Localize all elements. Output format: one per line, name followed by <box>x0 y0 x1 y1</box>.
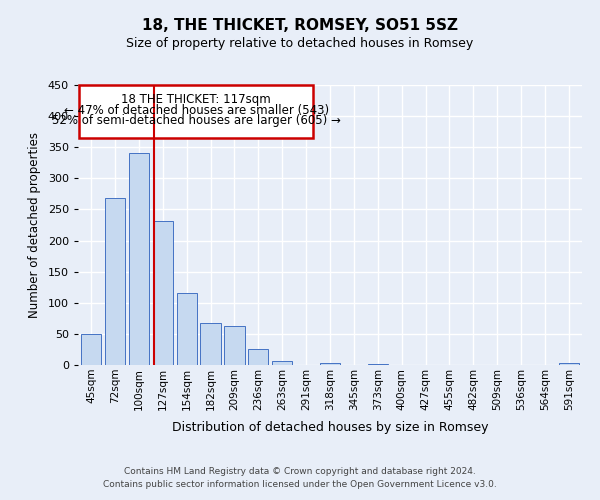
Bar <box>224 326 245 365</box>
Bar <box>559 363 579 365</box>
Bar <box>248 350 268 365</box>
Bar <box>81 334 101 365</box>
Text: Contains public sector information licensed under the Open Government Licence v3: Contains public sector information licen… <box>103 480 497 489</box>
Bar <box>105 198 125 365</box>
Bar <box>320 363 340 365</box>
Text: 52% of semi-detached houses are larger (605) →: 52% of semi-detached houses are larger (… <box>52 114 341 127</box>
Text: Size of property relative to detached houses in Romsey: Size of property relative to detached ho… <box>127 38 473 51</box>
Bar <box>272 360 292 365</box>
Text: ← 47% of detached houses are smaller (543): ← 47% of detached houses are smaller (54… <box>64 104 329 117</box>
Bar <box>152 220 173 365</box>
X-axis label: Distribution of detached houses by size in Romsey: Distribution of detached houses by size … <box>172 421 488 434</box>
Bar <box>200 322 221 365</box>
Bar <box>129 154 149 365</box>
Text: Contains HM Land Registry data © Crown copyright and database right 2024.: Contains HM Land Registry data © Crown c… <box>124 467 476 476</box>
Text: 18 THE THICKET: 117sqm: 18 THE THICKET: 117sqm <box>121 93 271 106</box>
FancyBboxPatch shape <box>79 85 313 138</box>
Bar <box>368 364 388 365</box>
Text: 18, THE THICKET, ROMSEY, SO51 5SZ: 18, THE THICKET, ROMSEY, SO51 5SZ <box>142 18 458 32</box>
Bar <box>176 294 197 365</box>
Y-axis label: Number of detached properties: Number of detached properties <box>28 132 41 318</box>
